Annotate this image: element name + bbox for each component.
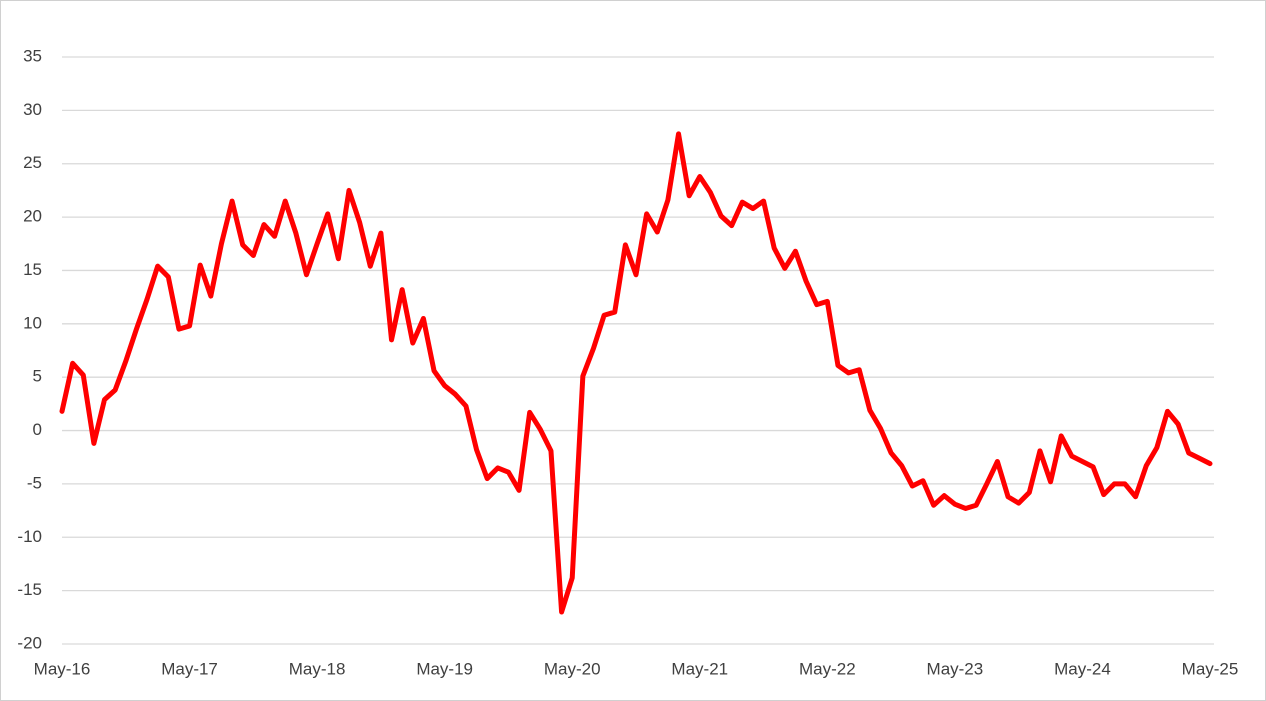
y-tick-label: 30 (23, 100, 42, 119)
x-tick-label: May-18 (289, 659, 346, 678)
x-tick-label: May-23 (927, 659, 984, 678)
y-tick-label: 10 (23, 313, 42, 332)
x-tick-label: May-22 (799, 659, 856, 678)
y-tick-label: -5 (27, 473, 42, 492)
y-tick-label: 0 (33, 420, 42, 439)
x-tick-label: May-25 (1182, 659, 1239, 678)
x-tick-label: May-17 (161, 659, 218, 678)
data-line (59, 131, 1213, 615)
y-tick-label: -20 (17, 633, 42, 652)
x-tick-label: May-16 (34, 659, 91, 678)
y-tick-label: -15 (17, 580, 42, 599)
y-tick-label: 35 (23, 46, 42, 65)
y-tick-label: -10 (17, 527, 42, 546)
y-tick-label: 25 (23, 153, 42, 172)
y-tick-label: 20 (23, 207, 42, 226)
x-tick-label: May-21 (671, 659, 728, 678)
x-tick-label: May-24 (1054, 659, 1111, 678)
x-tick-label: May-19 (416, 659, 473, 678)
x-tick-label: May-20 (544, 659, 601, 678)
y-tick-label: 15 (23, 260, 42, 279)
y-tick-label: 5 (33, 367, 42, 386)
